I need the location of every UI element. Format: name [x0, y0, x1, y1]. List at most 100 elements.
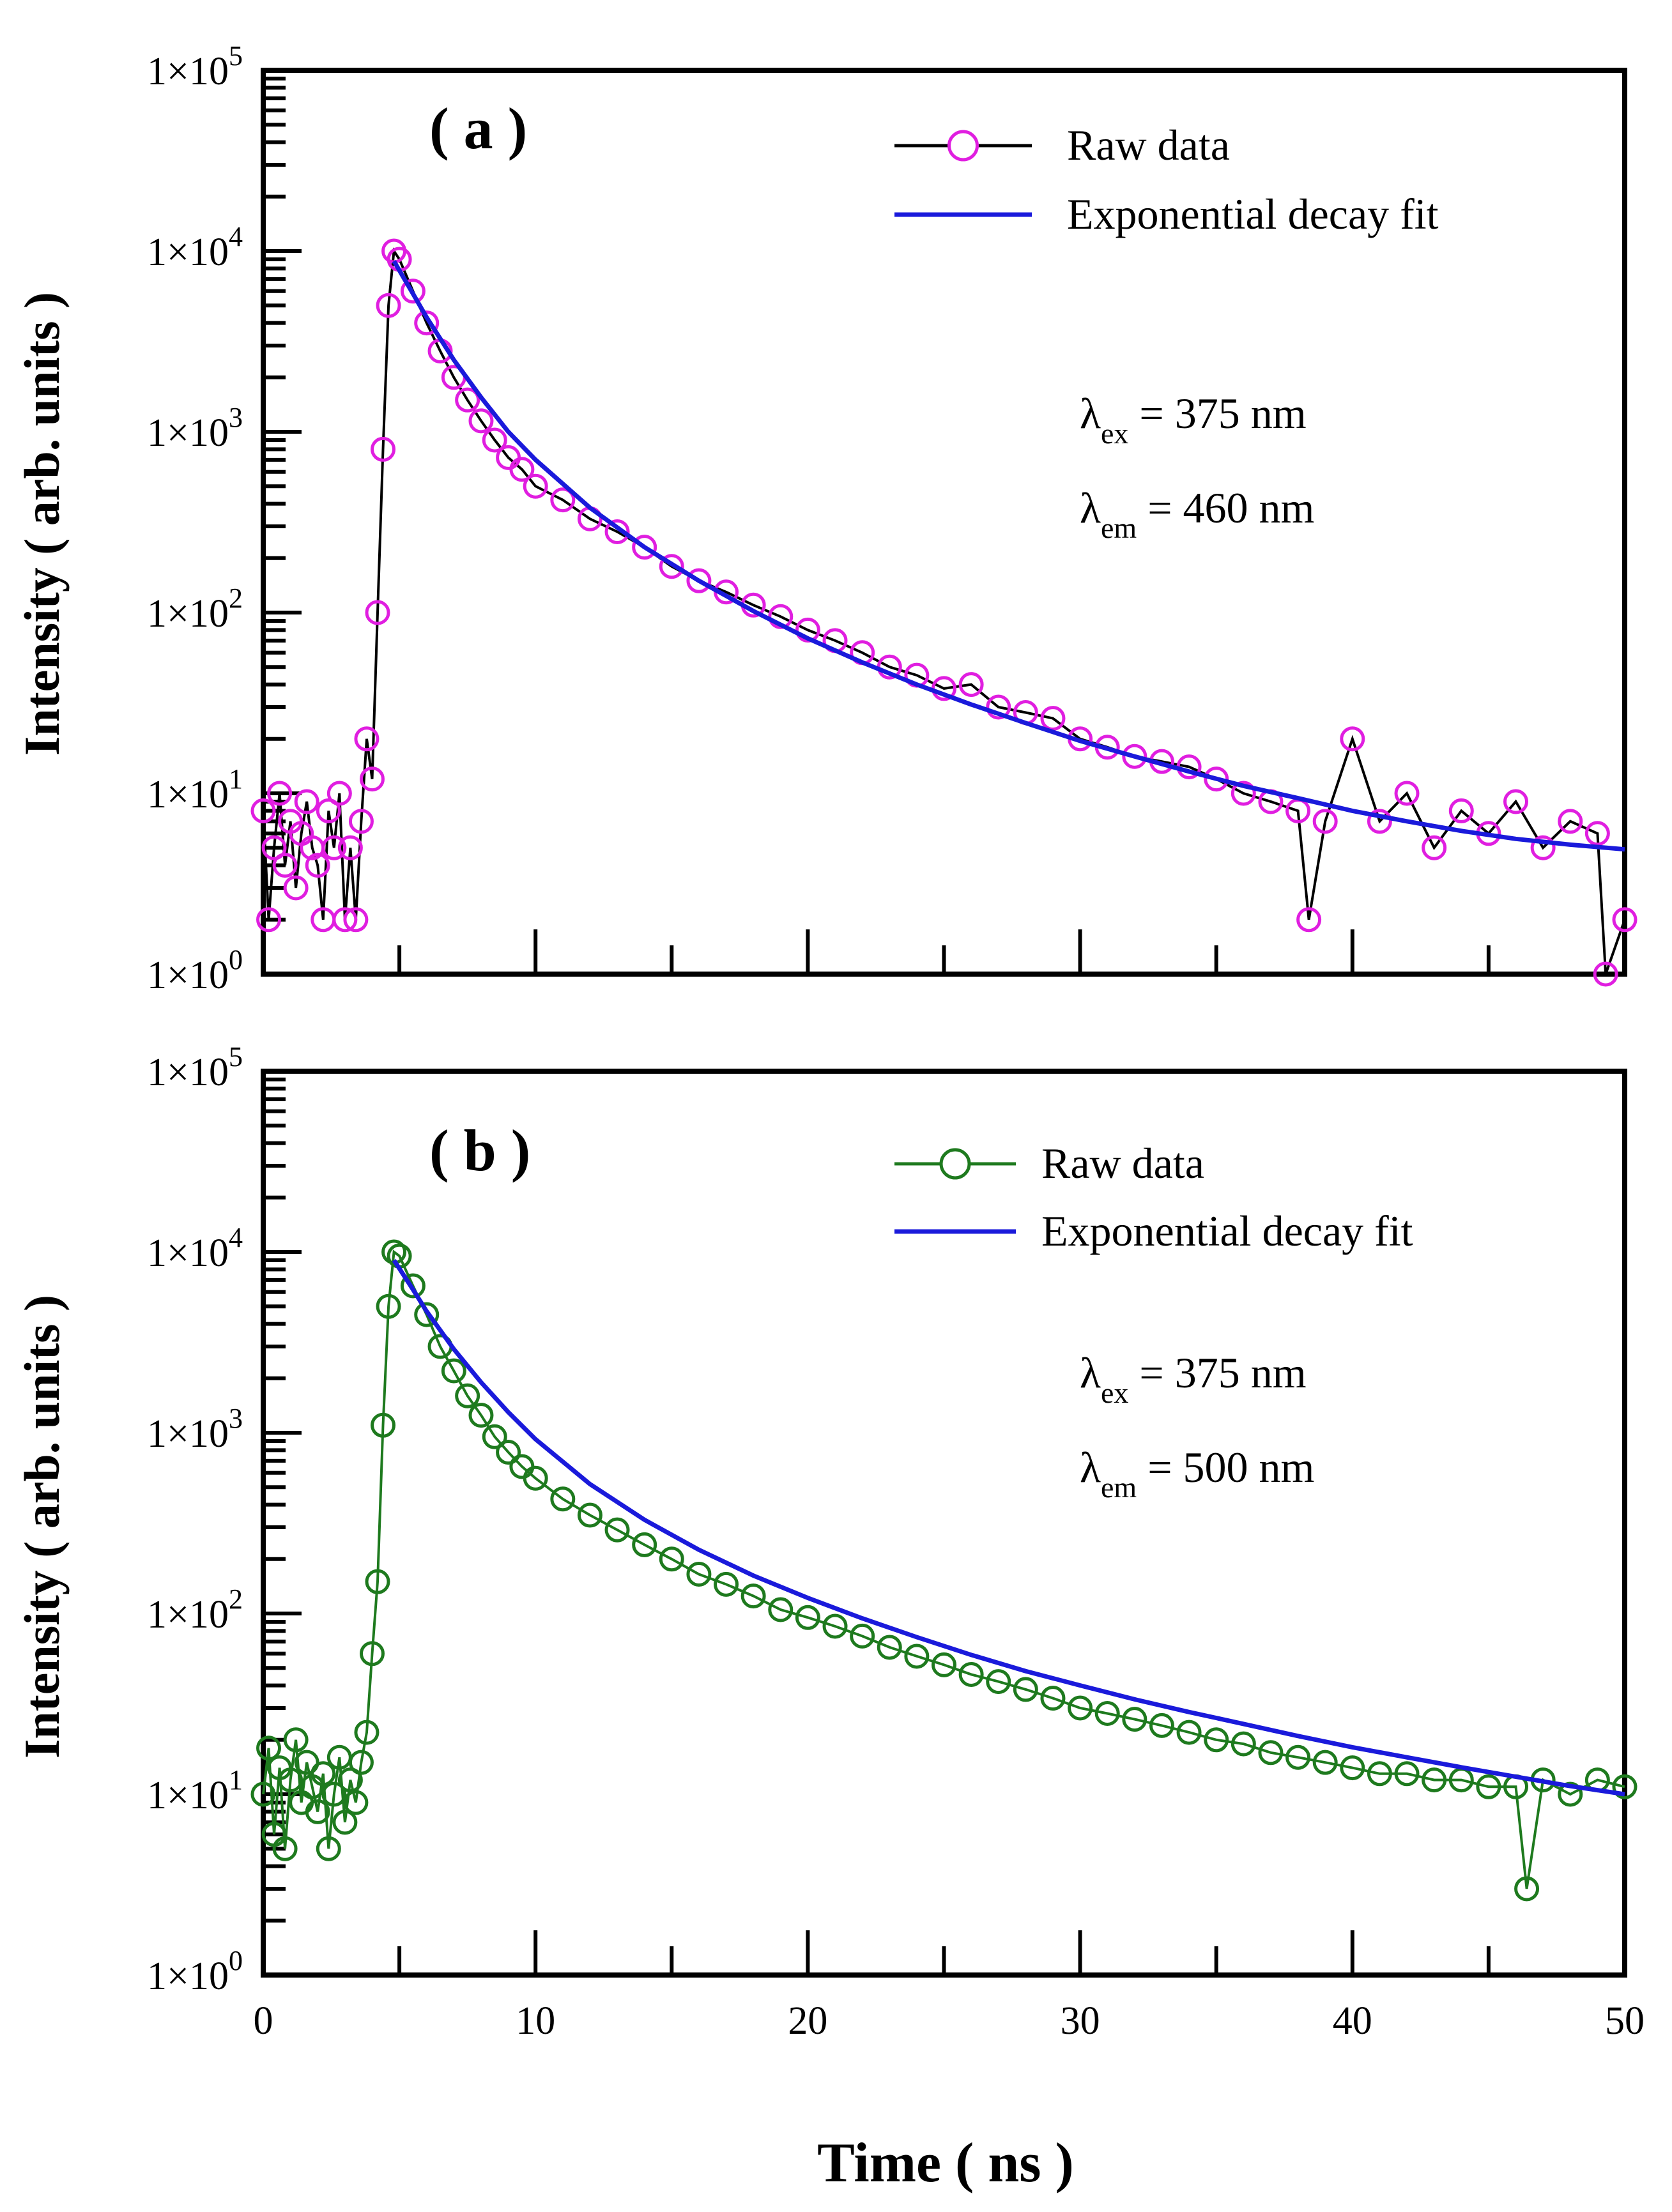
legend: Raw data Exponential decay fit — [894, 121, 1439, 238]
raw-data-point — [523, 1465, 548, 1491]
panel-a: 1×100 1×101 1×102 1×103 1×104 1×105 Intensity … — [14, 40, 1637, 997]
raw-data-point — [371, 436, 396, 462]
raw-data-point — [632, 1532, 657, 1557]
legend-label: Exponential decay fit — [1067, 190, 1439, 238]
x-tick-label: 0 — [254, 1999, 273, 2043]
raw-data-point — [1394, 781, 1420, 806]
panel-label: ( a ) — [429, 96, 527, 161]
raw-data-point — [250, 1781, 276, 1807]
raw-data-point — [371, 1412, 396, 1438]
raw-data-point — [1231, 781, 1256, 806]
raw-data-point — [1558, 809, 1583, 834]
y-tick-label: 1×100 — [147, 944, 243, 997]
raw-data-point — [278, 1767, 303, 1793]
raw-data-point — [332, 1810, 358, 1835]
raw-data-point — [482, 427, 507, 453]
raw-data-point — [311, 1761, 336, 1787]
fit-line — [392, 1258, 1625, 1797]
raw-data-point — [1558, 1781, 1583, 1807]
panel-b: 1×100 1×101 1×102 1×103 1×104 1×105 0 10 20 30 40 5… — [14, 1041, 1645, 2043]
raw-data-point — [359, 1641, 385, 1667]
plot-frame — [261, 1069, 1627, 1978]
y-tick-label: 1×102 — [147, 583, 243, 636]
raw-data-point — [1040, 1686, 1066, 1711]
raw-data-point — [326, 781, 352, 806]
raw-data-point — [343, 907, 369, 933]
raw-data-point — [1013, 1677, 1038, 1702]
y-tick-label: 1×101 — [147, 1764, 243, 1817]
raw-data-point — [294, 1750, 319, 1775]
raw-data-point — [250, 798, 276, 823]
raw-data-point — [321, 835, 347, 860]
raw-data-point — [550, 487, 576, 513]
raw-data-point — [1340, 1755, 1365, 1781]
raw-data-point — [1231, 1731, 1256, 1757]
raw-data-point — [365, 600, 390, 625]
raw-data-point — [1296, 907, 1322, 933]
raw-data-point — [1422, 1767, 1447, 1793]
raw-data-point — [305, 853, 330, 878]
raw-data-point — [1503, 789, 1529, 814]
y-tick-label: 1×103 — [147, 402, 243, 455]
raw-data-point — [376, 1293, 401, 1319]
raw-data-line — [262, 247, 1626, 975]
raw-data-point — [1122, 744, 1147, 769]
raw-data-point — [768, 1597, 794, 1622]
raw-data-point — [850, 1623, 875, 1649]
raw-data-point — [932, 1652, 956, 1677]
raw-data-point — [354, 726, 380, 752]
y-tick-label: 1×100 — [147, 1945, 243, 1998]
raw-data-point — [1476, 1774, 1501, 1799]
y-axis-label: Intensity ( arb. units ) — [14, 1295, 70, 1758]
raw-data-point — [482, 1424, 507, 1449]
raw-data-point — [550, 1486, 576, 1512]
raw-data-point — [354, 1720, 380, 1745]
legend-swatch-marker — [947, 130, 979, 162]
raw-data-point — [1593, 961, 1618, 987]
raw-data-point — [768, 604, 794, 629]
raw-data-point — [509, 457, 535, 482]
legend-label: Exponential decay fit — [1041, 1207, 1413, 1255]
raw-data-point — [1258, 1740, 1284, 1766]
raw-data-point — [1204, 1727, 1229, 1753]
raw-data-point — [332, 907, 358, 933]
raw-data-point — [686, 568, 712, 593]
raw-data-point — [904, 1644, 930, 1669]
raw-data-point — [1514, 1876, 1540, 1902]
raw-data-point — [365, 1569, 390, 1594]
raw-data-point — [1422, 835, 1447, 860]
raw-data-point — [283, 1727, 309, 1753]
raw-data-point — [343, 1790, 369, 1815]
y-tick-label: 1×103 — [147, 1403, 243, 1456]
y-tick-label: 1×105 — [147, 1041, 243, 1094]
raw-data-point — [1068, 1695, 1093, 1721]
raw-data-point — [348, 809, 374, 834]
y-tick-label: 1×104 — [147, 221, 243, 274]
fit-line — [392, 259, 1625, 852]
raw-data-point — [321, 1781, 347, 1807]
raw-data-point — [256, 907, 282, 933]
raw-data-point — [1285, 1744, 1311, 1770]
raw-data-point — [305, 1799, 330, 1824]
raw-data-point — [1340, 726, 1365, 752]
raw-data-point — [256, 1735, 282, 1761]
wavelength-annotation: λex = 375 nm — [1080, 389, 1307, 450]
raw-data-point — [1122, 1707, 1147, 1732]
raw-data-point — [986, 1669, 1011, 1695]
x-tick-label: 10 — [516, 1999, 555, 2043]
raw-data-point — [261, 835, 287, 860]
raw-data-point — [455, 1383, 480, 1408]
raw-data-point — [376, 293, 401, 318]
raw-data-point — [986, 694, 1011, 720]
panel-label: ( b ) — [429, 1118, 530, 1183]
y-tick-label: 1×101 — [147, 763, 243, 816]
raw-data-point — [1149, 1712, 1174, 1738]
legend-label: Raw data — [1067, 121, 1230, 169]
raw-data-point — [1040, 706, 1066, 731]
raw-data-point — [1204, 767, 1229, 792]
x-tick-label: 20 — [788, 1999, 827, 2043]
legend-swatch-marker — [939, 1148, 971, 1180]
raw-data-point — [283, 875, 309, 901]
raw-data-point — [632, 535, 657, 560]
